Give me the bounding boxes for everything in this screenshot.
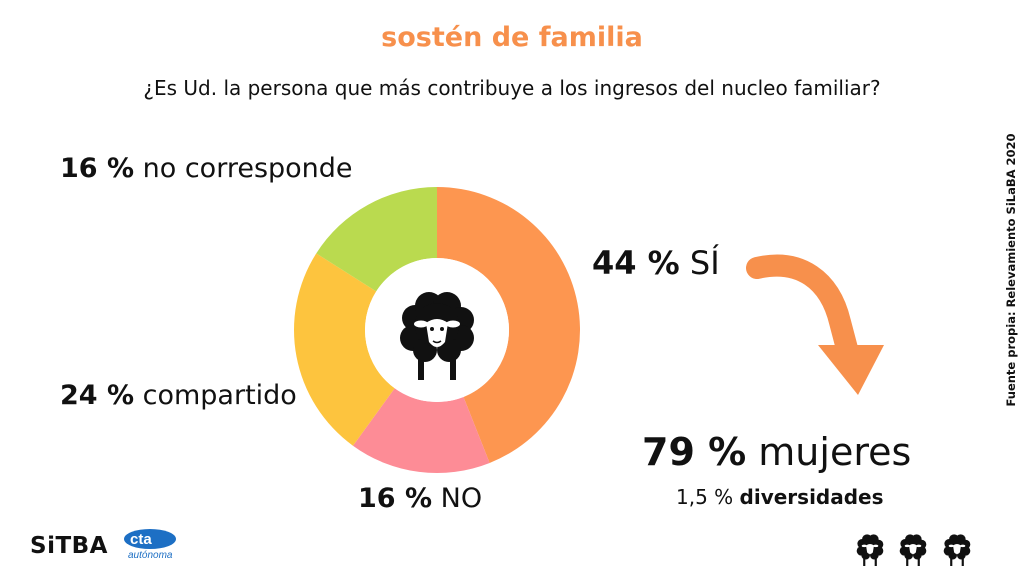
page-title: sostén de familia <box>381 22 643 53</box>
arrow-curved-icon <box>746 254 884 395</box>
label-no-corresponde: 16 % no corresponde <box>60 153 353 184</box>
cta-logo-main: cta <box>130 531 152 548</box>
cta-logo-sub: autónoma <box>128 550 173 561</box>
label-compartido: 24 % compartido <box>60 380 297 411</box>
label-si: 44 % SÍ <box>592 244 720 282</box>
sheep-icon <box>856 534 884 566</box>
donut-slice-no <box>352 388 490 474</box>
source-note: Fuente propia: Relevamiento SiLaBA 2020 <box>1004 133 1018 407</box>
cta-logo: cta autónoma <box>124 529 176 561</box>
sheep-icon <box>899 534 927 566</box>
label-no: 16 % NO <box>358 483 483 514</box>
donut-slice-no-corresponde <box>316 187 437 292</box>
sheep-icon <box>943 534 971 566</box>
survey-question: ¿Es Ud. la persona que más contribuye a … <box>143 76 881 100</box>
callout-mujeres: 79 % mujeres <box>642 430 912 474</box>
donut-slice-compartido <box>294 253 395 446</box>
donut-slice-sí <box>437 187 580 463</box>
sheep-icon <box>400 292 474 380</box>
callout-diversidades: 1,5 % diversidades <box>676 485 884 509</box>
sitba-logo: SiTBA <box>30 533 108 559</box>
